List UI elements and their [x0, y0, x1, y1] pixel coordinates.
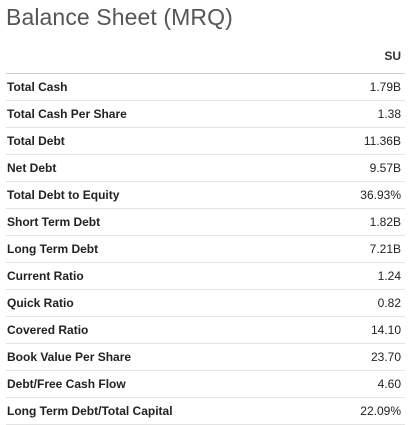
row-label: Long Term Debt/Total Capital	[7, 404, 173, 418]
row-label: Short Term Debt	[7, 215, 101, 229]
row-value: 23.70	[370, 350, 401, 364]
table-row: Debt/Free Cash Flow 4.60	[6, 371, 405, 398]
row-value: 7.21B	[369, 242, 401, 256]
row-label: Total Debt to Equity	[7, 188, 120, 202]
page-title: Balance Sheet (MRQ)	[6, 4, 233, 30]
row-value: 11.36B	[363, 134, 401, 148]
row-label: Long Term Debt	[7, 242, 99, 256]
row-value: 1.82B	[369, 215, 401, 229]
row-value: 36.93%	[360, 188, 401, 202]
table-row: Book Value Per Share 23.70	[6, 344, 405, 371]
row-value: 14.10	[370, 323, 401, 337]
row-label: Net Debt	[7, 161, 57, 175]
table-row: Total Debt 11.36B	[6, 128, 405, 155]
ticker-column-header[interactable]: SU	[384, 48, 401, 63]
row-label: Total Cash Per Share	[7, 107, 127, 121]
table-row: Total Debt to Equity 36.93%	[6, 182, 405, 209]
row-value: 1.38	[377, 107, 401, 121]
table-row: Total Cash Per Share 1.38	[6, 101, 405, 128]
table-row: Current Ratio 1.24	[6, 263, 405, 290]
row-label: Debt/Free Cash Flow	[7, 377, 126, 391]
row-label: Quick Ratio	[7, 296, 74, 310]
table-row: Quick Ratio 0.82	[6, 290, 405, 317]
table-header: SU	[6, 38, 405, 74]
row-label: Book Value Per Share	[7, 350, 132, 364]
table-row: Total Cash 1.79B	[6, 74, 405, 101]
row-value: 22.09%	[360, 404, 401, 418]
row-label: Current Ratio	[7, 269, 84, 283]
row-label: Covered Ratio	[7, 323, 89, 337]
table-row: Net Debt 9.57B	[6, 155, 405, 182]
row-label: Total Cash	[7, 80, 68, 94]
table-row: Covered Ratio 14.10	[6, 317, 405, 344]
row-value: 9.57B	[369, 161, 401, 175]
row-value: 1.79B	[369, 80, 401, 94]
table-row: Long Term Debt 7.21B	[6, 236, 405, 263]
row-value: 0.82	[377, 296, 401, 310]
row-value: 1.24	[377, 269, 401, 283]
balance-sheet-table: Total Cash 1.79B Total Cash Per Share 1.…	[6, 74, 405, 425]
row-label: Total Debt	[7, 134, 65, 148]
table-row: Short Term Debt 1.82B	[6, 209, 405, 236]
row-value: 4.60	[377, 377, 401, 391]
table-row: Long Term Debt/Total Capital 22.09%	[6, 398, 405, 425]
